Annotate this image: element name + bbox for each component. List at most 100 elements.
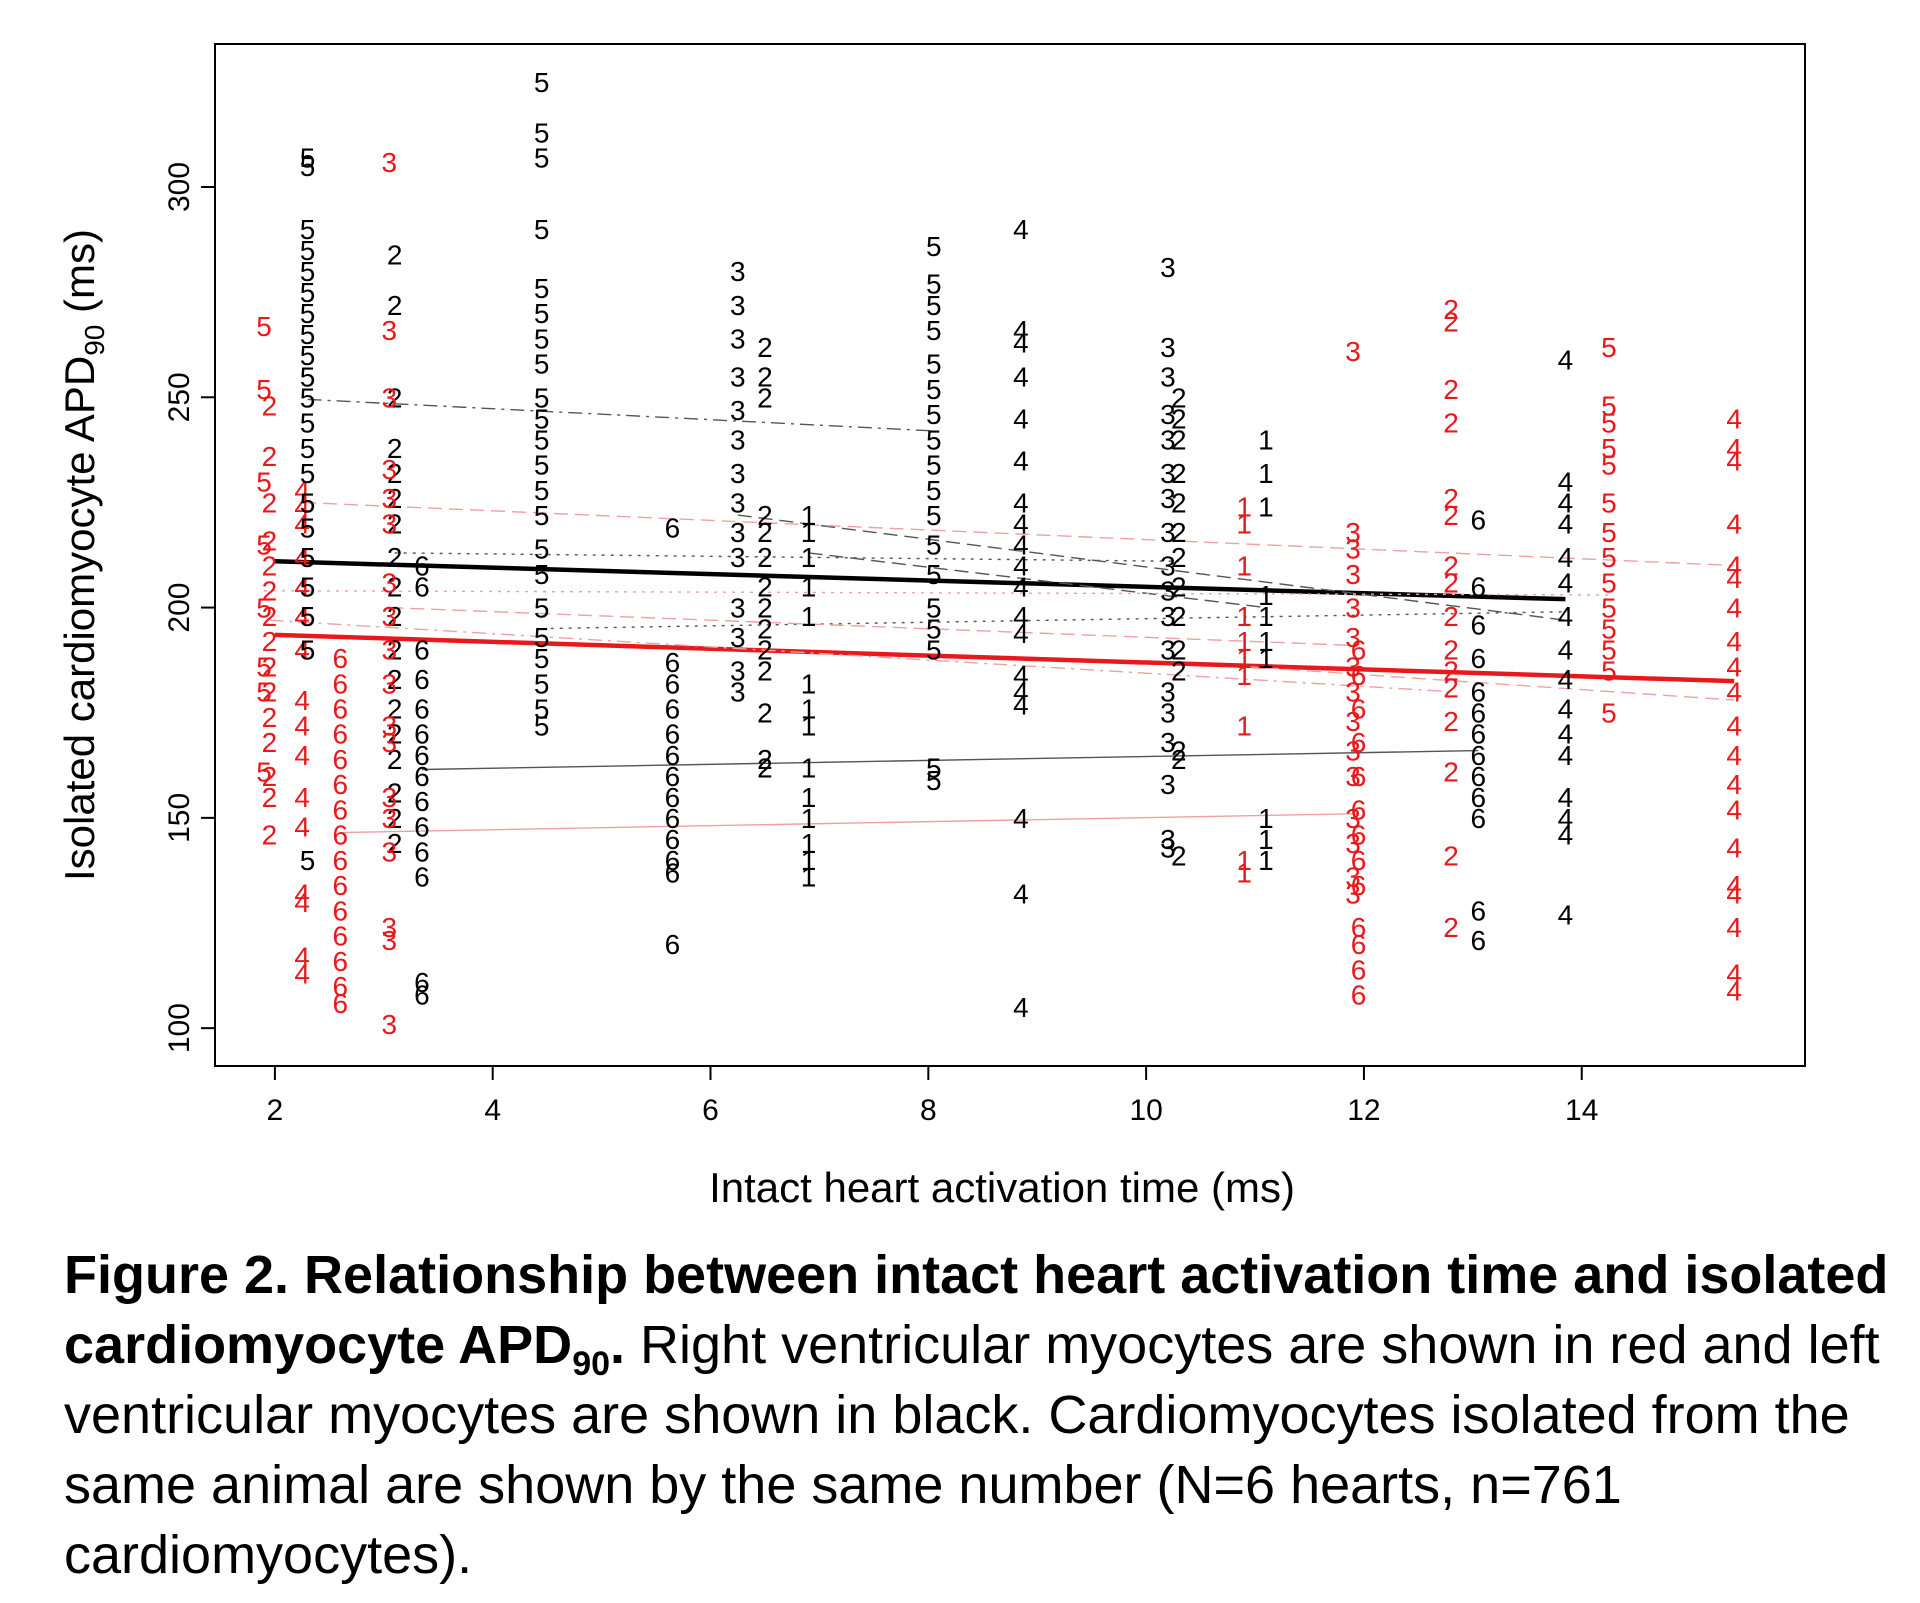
data-point: 4: [1558, 782, 1574, 813]
data-point: 4: [294, 572, 310, 603]
x-tick-label: 14: [1565, 1094, 1598, 1127]
data-point: 5: [534, 593, 550, 624]
data-point: 2: [262, 487, 278, 518]
data-point: 4: [294, 782, 310, 813]
data-point: 6: [665, 803, 681, 834]
data-point: 5: [256, 757, 272, 788]
data-point: 2: [1171, 517, 1187, 548]
data-point: 2: [262, 601, 278, 632]
data-point: 1: [801, 500, 817, 531]
fit-line: [808, 552, 1267, 609]
data-point: 2: [757, 656, 773, 687]
data-point: 3: [1160, 424, 1176, 455]
data-point: 2: [757, 332, 773, 363]
data-point: 2: [1443, 374, 1459, 405]
data-point: 3: [1160, 517, 1176, 548]
data-point: 4: [1013, 361, 1029, 392]
fit-line: [274, 632, 1735, 684]
data-point: 2: [1171, 458, 1187, 489]
data-point: 6: [414, 694, 430, 725]
data-point: 5: [256, 651, 272, 682]
data-point: 4: [294, 811, 310, 842]
data-point: 1: [1236, 492, 1252, 523]
fit-line: [302, 501, 1735, 567]
data-point: 2: [387, 433, 403, 464]
data-point: 6: [1351, 845, 1367, 876]
data-point: 3: [1160, 698, 1176, 729]
data-point: 2: [1443, 757, 1459, 788]
data-point: 5: [534, 534, 550, 565]
data-point: 2: [1171, 744, 1187, 775]
data-point: 6: [1470, 643, 1486, 674]
data-point: 5: [1601, 635, 1617, 666]
data-point: 3: [381, 315, 397, 346]
data-point: 6: [414, 761, 430, 792]
data-point: 6: [1470, 719, 1486, 750]
data-point: 3: [730, 517, 746, 548]
data-point: 2: [1443, 551, 1459, 582]
data-point: 2: [387, 483, 403, 514]
data-point: 2: [387, 778, 403, 809]
figure-caption: Figure 2. Relationship between intact he…: [64, 1240, 1894, 1590]
data-point: 4: [1013, 992, 1029, 1023]
data-point: 6: [414, 837, 430, 868]
data-point: 6: [1351, 660, 1367, 691]
fit-line: [340, 812, 1359, 834]
data-point: 4: [1558, 740, 1574, 771]
data-point: 1: [801, 752, 817, 783]
data-point: 4: [1558, 694, 1574, 725]
data-point: 2: [1443, 483, 1459, 514]
data-point: 5: [926, 559, 942, 590]
data-point: 2: [262, 727, 278, 758]
data-point: 3: [730, 677, 746, 708]
data-point: 4: [1558, 567, 1574, 598]
data-point: 3: [1345, 706, 1361, 737]
data-point: 5: [534, 559, 550, 590]
data-point: 2: [1171, 572, 1187, 603]
data-point: 6: [332, 921, 348, 952]
data-point: 5: [534, 694, 550, 725]
data-point: 4: [1013, 487, 1029, 518]
data-point: 3: [381, 508, 397, 539]
data-point: 5: [926, 614, 942, 645]
data-point: 1: [1236, 845, 1252, 876]
data-point: 1: [1236, 508, 1252, 539]
data-point: 6: [665, 858, 681, 889]
data-point: 3: [730, 290, 746, 321]
data-point: 6: [332, 769, 348, 800]
data-point: 2: [1171, 542, 1187, 573]
scatter-chart: 1111111111111111111111111111111111222222…: [56, 43, 1806, 1211]
data-point: 4: [1013, 618, 1029, 649]
data-point: 3: [381, 727, 397, 758]
data-point: 5: [534, 349, 550, 380]
caption-title-sub: 90: [572, 1344, 611, 1383]
data-point: 3: [381, 668, 397, 699]
data-point: 6: [665, 929, 681, 960]
data-point: 2: [387, 290, 403, 321]
data-point: 4: [294, 492, 310, 523]
data-point: 6: [1351, 794, 1367, 825]
data-point: 3: [1160, 551, 1176, 582]
data-point: 5: [534, 214, 550, 245]
data-point: 6: [332, 870, 348, 901]
fit-line: [394, 552, 1179, 563]
data-point: 2: [1171, 601, 1187, 632]
data-point: 6: [414, 635, 430, 666]
data-point: 4: [1726, 651, 1742, 682]
data-point: 5: [1601, 517, 1617, 548]
data-point: 3: [381, 147, 397, 178]
data-point: 5: [300, 277, 316, 308]
data-point: 4: [1558, 820, 1574, 851]
data-point: 3: [1160, 361, 1176, 392]
data-point: 5: [534, 710, 550, 741]
data-point: 3: [730, 323, 746, 354]
data-point: 3: [1345, 517, 1361, 548]
data-point: 3: [1345, 651, 1361, 682]
data-point: 6: [1470, 740, 1486, 771]
data-point: 2: [387, 664, 403, 695]
data-point: 5: [300, 487, 316, 518]
data-point: 4: [1558, 900, 1574, 931]
data-point: 1: [1258, 424, 1274, 455]
data-point: 5: [1601, 433, 1617, 464]
data-point: 2: [262, 782, 278, 813]
